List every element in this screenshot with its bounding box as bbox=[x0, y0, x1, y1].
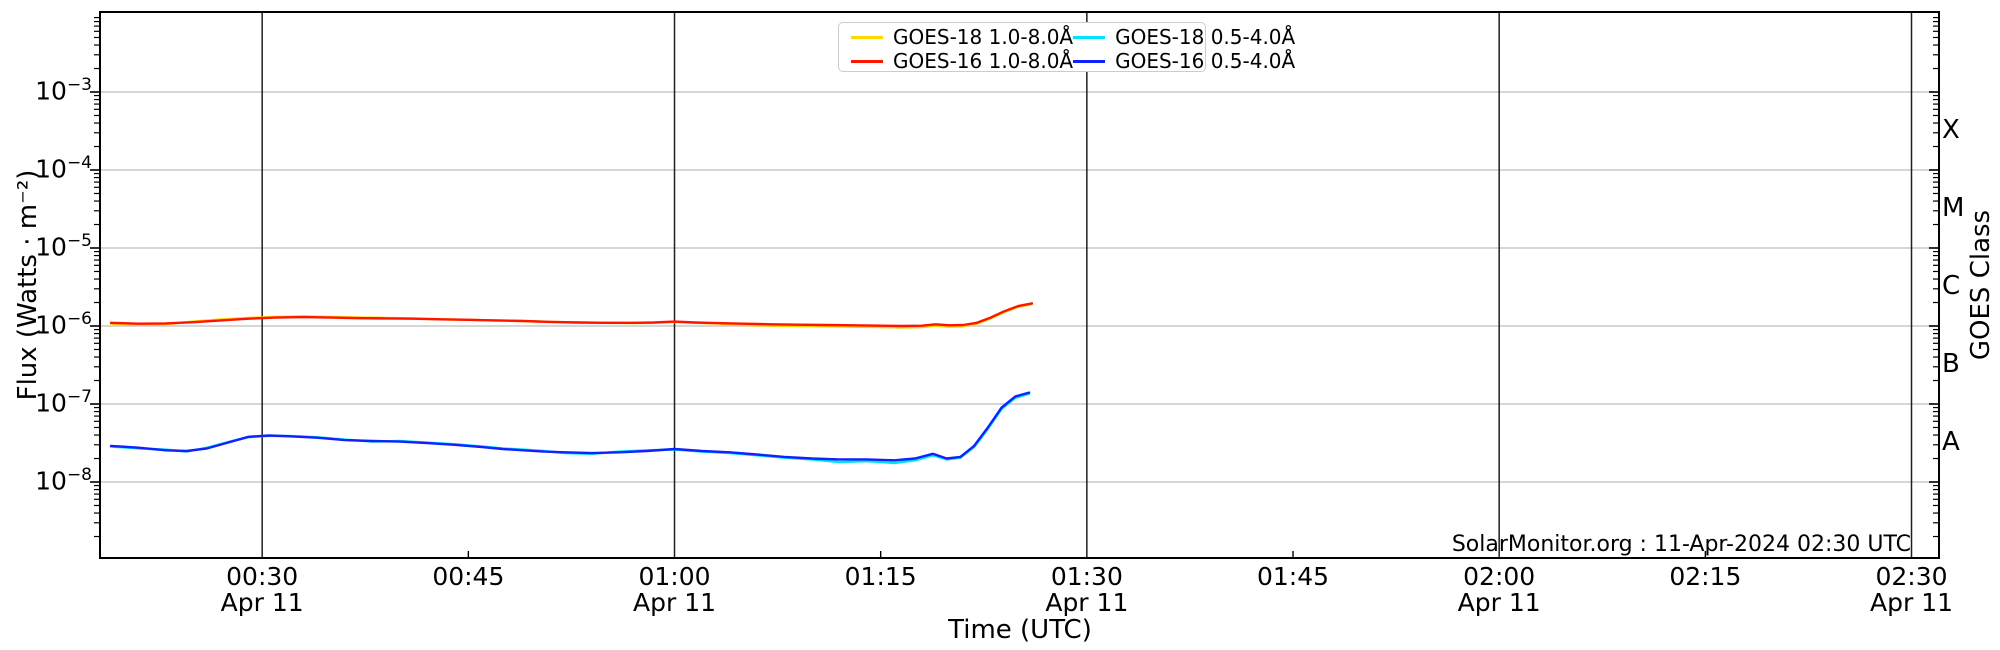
x-major-tick-label: 01:00 Apr 11 bbox=[633, 562, 717, 617]
legend-line-swatch bbox=[851, 35, 883, 39]
legend-item: GOES-16 0.5-4.0Å bbox=[1073, 49, 1295, 73]
y-axis-title: Flux (Watts · m⁻²) bbox=[13, 169, 43, 401]
x-minor-tick-label: 01:15 bbox=[844, 562, 917, 591]
x-tick-date-sublabel: Apr 11 bbox=[1045, 588, 1129, 617]
y-tick-label: 10−7 bbox=[35, 387, 92, 418]
x-tick-date-sublabel: Apr 11 bbox=[220, 588, 304, 617]
x-tick-date-sublabel: Apr 11 bbox=[1869, 588, 1954, 617]
flux-series-line bbox=[109, 391, 1031, 462]
plot-border bbox=[99, 11, 1940, 559]
legend-item-label: GOES-16 0.5-4.0Å bbox=[1115, 49, 1296, 73]
legend-item-label: GOES-18 0.5-4.0Å bbox=[1115, 25, 1296, 49]
goes-class-label: B bbox=[1942, 349, 1960, 379]
y-tick-label: 10−8 bbox=[35, 465, 92, 496]
legend-item-label: GOES-16 1.0-8.0Å bbox=[893, 49, 1074, 73]
x-major-tick-label: 02:30 Apr 11 bbox=[1869, 562, 1954, 617]
legend-line-swatch bbox=[1073, 35, 1106, 39]
x-minor-tick-label: 01:45 bbox=[1256, 562, 1330, 591]
legend-line-swatch bbox=[1073, 59, 1106, 63]
legend-box: GOES-18 1.0-8.0Å GOES-18 0.5-4.0Å GOES-1… bbox=[838, 22, 1295, 73]
x-major-tick-label: 00:30 Apr 11 bbox=[220, 562, 304, 617]
goes-class-label: A bbox=[1942, 427, 1960, 457]
x-major-tick-label: 02:00 Apr 11 bbox=[1457, 562, 1541, 617]
goes-class-label: M bbox=[1942, 193, 1965, 223]
y-tick-label: 10−4 bbox=[35, 153, 92, 184]
x-axis-title: Time (UTC) bbox=[948, 615, 1092, 645]
legend-line-swatch bbox=[851, 59, 883, 63]
y-tick-label: 10−5 bbox=[35, 231, 92, 262]
legend-item: GOES-18 1.0-8.0Å bbox=[851, 25, 1073, 49]
legend-item: GOES-16 1.0-8.0Å bbox=[851, 49, 1073, 73]
goes-class-label: C bbox=[1942, 271, 1961, 301]
x-minor-tick-label: 02:15 bbox=[1669, 562, 1742, 591]
goes-class-label: X bbox=[1942, 115, 1960, 145]
watermark-text: SolarMonitor.org : 11-Apr-2024 02:30 UTC bbox=[1451, 532, 1911, 557]
x-major-tick-label: 01:30 Apr 11 bbox=[1045, 562, 1129, 617]
y-tick-label: 10−3 bbox=[35, 75, 92, 106]
flux-series-line bbox=[109, 302, 1034, 328]
x-tick-date-sublabel: Apr 11 bbox=[1457, 588, 1541, 617]
y-tick-label: 10−6 bbox=[35, 309, 92, 340]
flux-series-line bbox=[109, 302, 1034, 329]
x-tick-date-sublabel: Apr 11 bbox=[633, 588, 717, 617]
legend-item: GOES-18 0.5-4.0Å bbox=[1073, 25, 1295, 49]
legend-item-label: GOES-18 1.0-8.0Å bbox=[893, 25, 1074, 49]
x-minor-tick-label: 00:45 bbox=[432, 562, 505, 591]
